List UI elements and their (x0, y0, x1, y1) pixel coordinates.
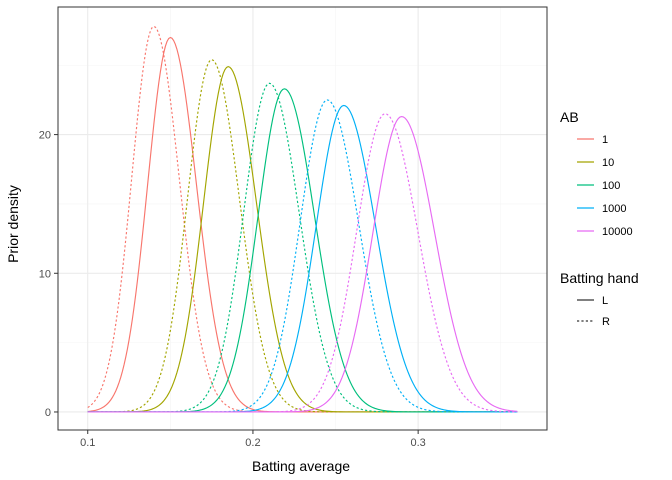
y-axis: 0 10 20 (39, 130, 58, 419)
legend-ab-title: AB (560, 109, 579, 125)
curve-ab-1000-R (87, 99, 518, 413)
curve-ab-10000-L (87, 115, 518, 413)
x-tick-label: 0.2 (245, 437, 260, 449)
y-tick-label: 20 (39, 130, 51, 142)
curve-ab-10000-R (87, 113, 518, 413)
legend-batting-hand: Batting hand LR (560, 270, 639, 328)
x-axis: 0.1 0.2 0.3 (80, 430, 426, 449)
minor-gridlines (58, 7, 547, 430)
y-tick-label: 0 (45, 407, 51, 419)
y-axis-title: Prior density (5, 185, 21, 263)
panel-border (57, 6, 548, 431)
x-axis-title: Batting average (252, 458, 350, 474)
legend-ab-label: 10 (602, 157, 614, 169)
legend-hand-title: Batting hand (560, 270, 639, 286)
curve-ab-100-R (87, 82, 518, 413)
legend-ab-label: 1 (602, 134, 608, 146)
legend-ab-label: 1000 (602, 203, 626, 215)
legend-hand-label: L (602, 295, 608, 307)
legend-ab: AB 1 10 100 1000 10000 (560, 109, 633, 238)
curve-ab-10-L (87, 66, 518, 413)
major-gridlines (58, 7, 547, 430)
legend-ab-label: 10000 (602, 226, 633, 238)
curve-ab-1000-L (87, 104, 518, 413)
curve-ab-1-L (87, 36, 518, 413)
y-tick-label: 10 (39, 268, 51, 280)
curve-ab-1-R (87, 25, 518, 413)
x-tick-label: 0.3 (410, 437, 425, 449)
x-tick-label: 0.1 (80, 437, 95, 449)
legend-hand-label: R (602, 316, 610, 328)
density-curves (87, 25, 518, 413)
legend-ab-label: 100 (602, 180, 620, 192)
